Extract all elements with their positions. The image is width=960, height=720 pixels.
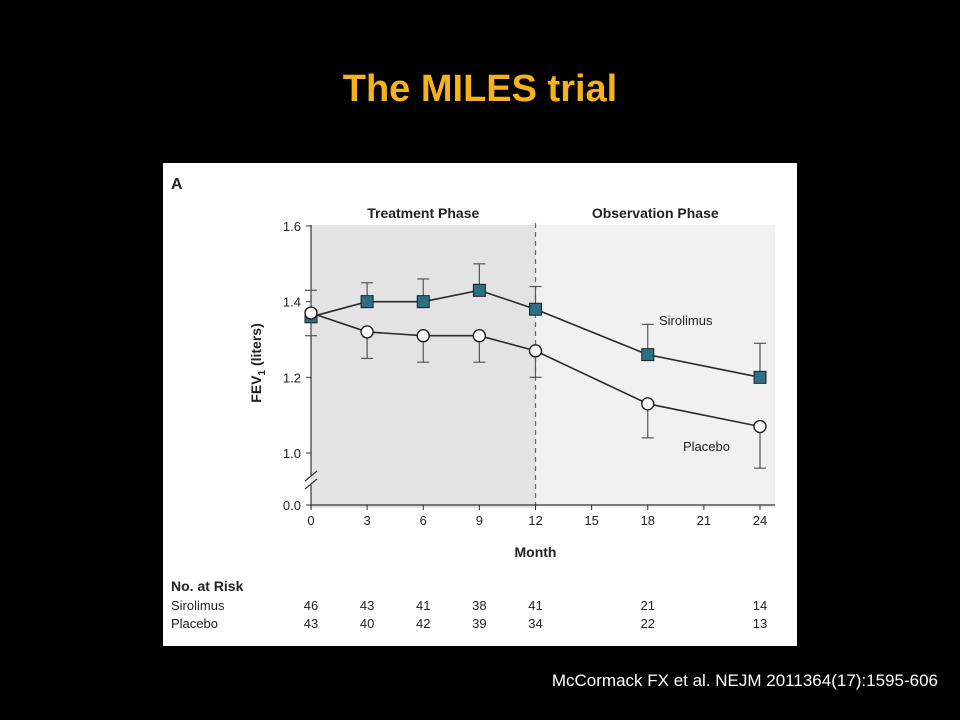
data-point-sirolimus (472, 283, 486, 297)
data-point-placebo (641, 397, 655, 411)
citation: McCormack FX et al. NEJM 2011364(17):159… (551, 671, 938, 690)
risk-cell: 14 (753, 598, 767, 613)
phase-shade-1 (535, 225, 775, 508)
y-tick-label: 1.6 (283, 219, 301, 234)
y-tick-label: 1.0 (283, 446, 301, 461)
x-tick-label: 24 (753, 513, 767, 528)
data-point-sirolimus (360, 295, 374, 309)
risk-cell: 40 (360, 616, 374, 631)
phase-shade-0 (311, 225, 536, 508)
phase-label-0: Treatment Phase (367, 205, 479, 221)
risk-table-title: No. at Risk (171, 578, 244, 594)
y-axis-break-mark (304, 470, 318, 482)
x-tick-label: 6 (420, 513, 427, 528)
risk-cell: 22 (641, 616, 655, 631)
risk-row-label: Sirolimus (171, 598, 225, 613)
x-tick-label: 15 (584, 513, 598, 528)
data-point-sirolimus (641, 348, 655, 362)
panel-label: A (171, 176, 183, 193)
data-point-sirolimus (416, 295, 430, 309)
risk-cell: 34 (528, 616, 542, 631)
fev1-chart: 1.6 1.4 1.2 1.0 0.0 0 3 6 9 12 15 18 21 24 Month FEV1 (… (171, 176, 775, 631)
x-tick-label: 12 (528, 513, 542, 528)
risk-cell: 38 (472, 598, 486, 613)
data-point-placebo (360, 325, 374, 339)
y-tick-label: 1.4 (283, 295, 301, 310)
data-point-placebo (753, 419, 767, 434)
y-axis-title: FEV1 (liters) (248, 323, 268, 402)
series-label-placebo: Placebo (683, 439, 730, 454)
risk-cell: 13 (753, 616, 767, 631)
risk-cell: 42 (416, 616, 430, 631)
data-point-placebo (416, 329, 430, 343)
x-tick-label: 9 (476, 513, 483, 528)
y-tick-label: 0.0 (283, 498, 301, 513)
risk-cell: 21 (641, 598, 655, 613)
series-label-sirolimus: Sirolimus (659, 313, 713, 328)
x-tick-label: 21 (697, 513, 711, 528)
data-point-sirolimus (529, 302, 542, 316)
x-tick-label: 18 (641, 513, 655, 528)
risk-cell: 41 (528, 598, 542, 613)
slide-title: The MILES trial (342, 68, 618, 110)
risk-cell: 43 (360, 598, 374, 613)
data-point-placebo (528, 344, 543, 358)
y-tick-label: 1.2 (283, 370, 301, 385)
risk-row-label: Placebo (171, 616, 218, 631)
x-axis-title: Month (515, 544, 557, 560)
chart-figure: 1.6 1.4 1.2 1.0 0.0 0 3 6 9 12 15 18 21 24 Month FEV1 (… (163, 163, 797, 646)
risk-cell: 41 (416, 598, 430, 613)
x-tick-label: 0 (307, 513, 314, 528)
data-point-placebo (472, 329, 487, 343)
y-axis-break-mark (304, 478, 318, 490)
data-point-sirolimus (753, 370, 767, 384)
risk-cell: 43 (304, 616, 318, 631)
risk-cell: 39 (472, 616, 486, 631)
data-point-placebo (304, 306, 318, 320)
x-tick-label: 3 (364, 513, 371, 528)
phase-label-1: Observation Phase (592, 205, 719, 221)
risk-cell: 46 (304, 598, 318, 613)
